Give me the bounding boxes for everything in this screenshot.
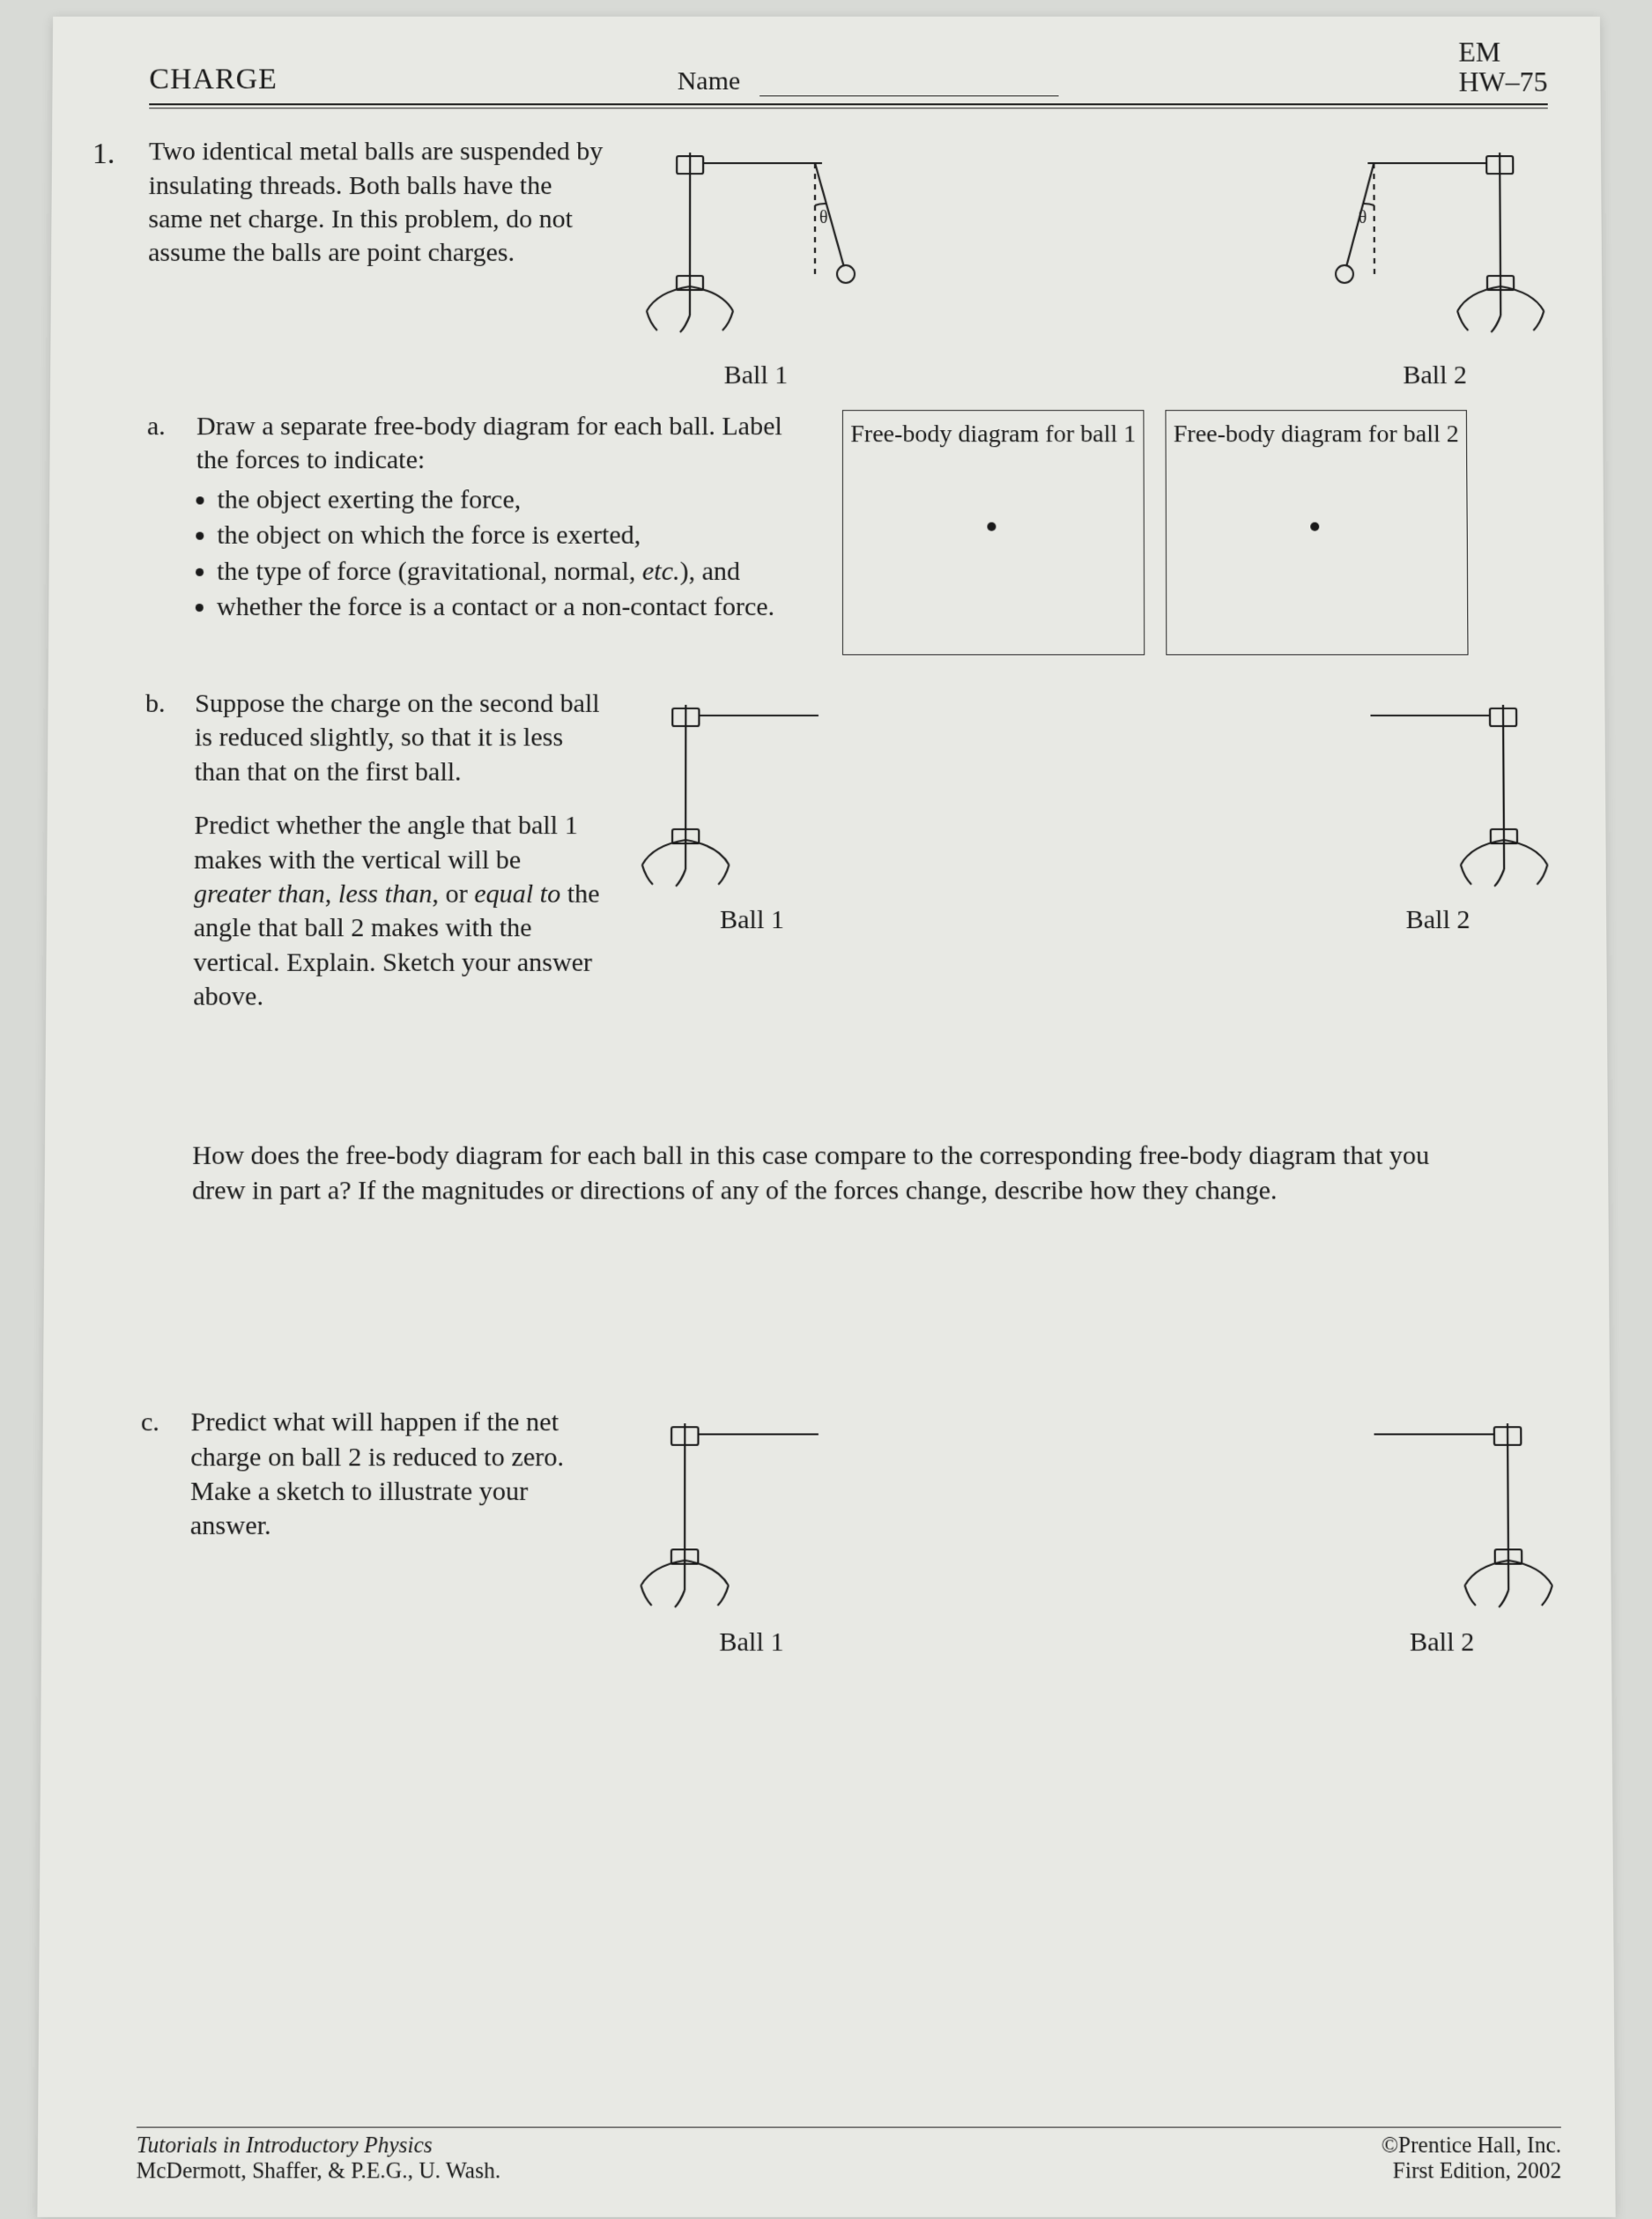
- fbd-box-1-title: Free-body diagram for ball 1: [843, 419, 1144, 449]
- part-b-p1: Suppose the charge on the second ball is…: [194, 687, 601, 790]
- stand-icon: [1322, 687, 1552, 887]
- footer-left-1: Tutorials in Introductory Physics: [136, 2134, 500, 2159]
- course-code: EM HW–75: [1458, 38, 1548, 97]
- bullet: the object exerting the force,: [217, 483, 813, 517]
- part-b-p2: Predict whether the angle that ball 1 ma…: [193, 809, 602, 1014]
- stand-icon: θ: [1319, 135, 1549, 342]
- part-a-letter: a.: [145, 410, 174, 655]
- part-b: b. Suppose the charge on the second ball…: [142, 687, 1555, 1208]
- footer-right-2: First Edition, 2002: [1381, 2159, 1561, 2185]
- name-field: Name: [677, 67, 1058, 97]
- bullet: the object on which the force is exerted…: [217, 519, 814, 553]
- code-top: EM: [1458, 38, 1547, 67]
- figure-ball2-c: Ball 2: [1324, 1406, 1558, 1659]
- part-a-figure-row: Two identical metal balls are suspended …: [147, 135, 1550, 392]
- svg-text:θ: θ: [1358, 208, 1367, 227]
- part-b-letter: b.: [142, 687, 172, 1208]
- figure-ball2-a: θ Ball 2: [1319, 135, 1550, 392]
- caption-ball2: Ball 2: [1320, 359, 1549, 392]
- header-rule-2: [149, 108, 1548, 109]
- dot-icon: [987, 523, 996, 531]
- stand-icon: [1324, 1406, 1557, 1608]
- caption-ball1: Ball 1: [636, 903, 867, 938]
- fbd-box-2[interactable]: Free-body diagram for ball 2: [1165, 410, 1468, 655]
- stand-icon: [636, 687, 866, 887]
- figure-ball1-b: Ball 1: [636, 687, 867, 938]
- question-number: 1.: [92, 135, 115, 173]
- worksheet-page: CHARGE Name EM HW–75 1. Two identical me…: [37, 17, 1615, 2217]
- caption-ball1: Ball 1: [635, 1625, 867, 1659]
- footer-rule: [136, 2126, 1560, 2127]
- question-1: 1. Two identical metal balls are suspend…: [139, 135, 1558, 1659]
- part-a-bullets: the object exerting the force, the objec…: [216, 483, 813, 624]
- part-a-text: Draw a separate free-body diagram for ea…: [196, 410, 813, 478]
- part-c-text: Predict what will happen if the net char…: [189, 1406, 600, 1544]
- caption-ball2: Ball 2: [1325, 1625, 1557, 1659]
- svg-text:θ: θ: [819, 208, 828, 227]
- part-a: a. Draw a separate free-body diagram for…: [145, 410, 1552, 655]
- footer-left-2: McDermott, Shaffer, & P.E.G., U. Wash.: [136, 2159, 500, 2185]
- bullet: the type of force (gravitational, normal…: [217, 554, 814, 589]
- name-blank-line[interactable]: [759, 71, 1058, 97]
- fbd-box-1[interactable]: Free-body diagram for ball 1: [842, 410, 1145, 655]
- figure-ball1-a: θ Ball 1: [641, 135, 870, 392]
- caption-ball2: Ball 2: [1322, 903, 1553, 938]
- header-rule-1: [149, 104, 1548, 106]
- dot-icon: [1310, 523, 1319, 531]
- topic-title: CHARGE: [149, 63, 278, 97]
- part-c-letter: c.: [139, 1406, 167, 1659]
- part-b-followup: How does the free-body diagram for each …: [191, 1139, 1488, 1208]
- footer-right-1: ©Prentice Hall, Inc.: [1381, 2134, 1560, 2159]
- stand-icon: [635, 1406, 867, 1608]
- code-bot: HW–75: [1458, 67, 1547, 96]
- figure-ball2-b: Ball 2: [1322, 687, 1553, 938]
- intro-text: Two identical metal balls are suspended …: [148, 135, 606, 270]
- part-c: c. Predict what will happen if the net c…: [139, 1406, 1558, 1659]
- figure-ball1-c: Ball 1: [635, 1406, 867, 1659]
- fbd-box-row: Free-body diagram for ball 1 Free-body d…: [842, 410, 1468, 655]
- stand-icon: θ: [641, 135, 870, 342]
- page-header: CHARGE Name EM HW–75: [149, 38, 1547, 102]
- caption-ball1: Ball 1: [641, 359, 870, 392]
- bullet: whether the force is a contact or a non-…: [216, 590, 813, 625]
- fbd-box-2-title: Free-body diagram for ball 2: [1166, 419, 1466, 449]
- page-footer: Tutorials in Introductory Physics McDerm…: [136, 2119, 1561, 2184]
- name-label: Name: [677, 67, 740, 97]
